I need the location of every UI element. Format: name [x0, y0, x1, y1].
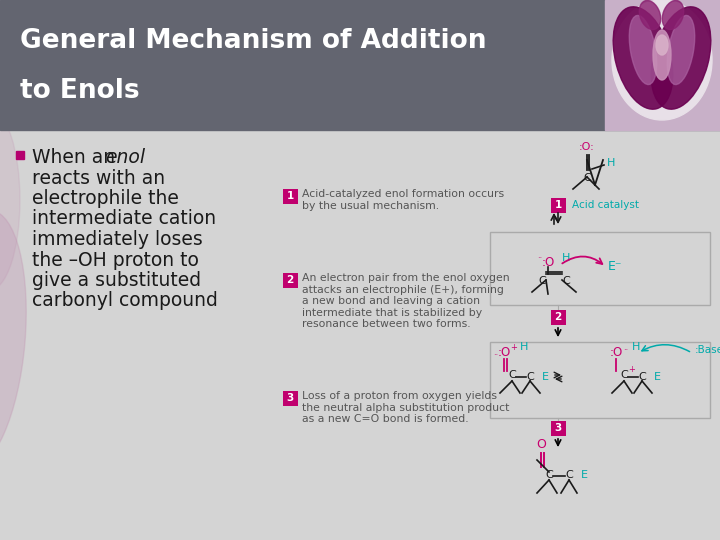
Bar: [490, 342, 710, 418]
Text: C: C: [526, 372, 534, 382]
Text: ..: ..: [537, 252, 543, 260]
Text: 2: 2: [554, 312, 562, 322]
Text: C: C: [508, 370, 516, 380]
Text: C: C: [620, 370, 628, 380]
Text: E⁻: E⁻: [608, 260, 623, 273]
FancyBboxPatch shape: [282, 273, 297, 287]
Ellipse shape: [612, 0, 712, 120]
Text: C: C: [538, 276, 546, 286]
Text: Acid-catalyzed enol formation occurs
by the usual mechanism.: Acid-catalyzed enol formation occurs by …: [302, 189, 504, 211]
Text: H: H: [632, 342, 640, 352]
Text: carbonyl compound: carbonyl compound: [32, 292, 218, 310]
Text: C: C: [545, 470, 553, 480]
Text: Loss of a proton from oxygen yields
the neutral alpha substitution product
as a : Loss of a proton from oxygen yields the …: [302, 391, 509, 424]
Text: C: C: [565, 470, 573, 480]
Text: :O: :O: [609, 347, 623, 360]
Text: enol: enol: [105, 148, 145, 167]
FancyBboxPatch shape: [551, 198, 565, 213]
Ellipse shape: [653, 30, 671, 80]
Text: H: H: [607, 158, 616, 168]
Text: immediately loses: immediately loses: [32, 230, 203, 249]
Text: electrophile the: electrophile the: [32, 189, 179, 208]
Text: reacts with an: reacts with an: [32, 168, 165, 187]
Bar: [490, 232, 710, 305]
Text: When an: When an: [32, 148, 121, 167]
Ellipse shape: [0, 211, 26, 470]
Text: 2: 2: [287, 275, 294, 285]
Text: O: O: [536, 438, 546, 451]
Text: +: +: [629, 366, 636, 375]
Text: to Enols: to Enols: [20, 78, 140, 104]
Text: ..: ..: [493, 348, 499, 357]
Text: Acid catalyst: Acid catalyst: [572, 200, 639, 210]
Text: H: H: [562, 253, 570, 263]
Text: 1: 1: [554, 200, 562, 210]
Text: give a substituted: give a substituted: [32, 271, 201, 290]
Ellipse shape: [639, 1, 661, 30]
Text: An electron pair from the enol oxygen
attacks an electrophile (E+), forming
a ne: An electron pair from the enol oxygen at…: [302, 273, 510, 329]
Text: E: E: [581, 470, 588, 480]
Ellipse shape: [667, 16, 695, 85]
Text: 3: 3: [554, 423, 562, 433]
Bar: [16, 151, 24, 159]
FancyBboxPatch shape: [551, 421, 565, 435]
Bar: [605, 0, 720, 130]
Text: :O: :O: [498, 347, 510, 360]
Text: :O:: :O:: [579, 142, 595, 152]
Text: the –OH proton to: the –OH proton to: [32, 251, 199, 269]
Text: E: E: [654, 372, 661, 382]
Text: ..: ..: [624, 342, 629, 352]
FancyBboxPatch shape: [282, 188, 297, 204]
Text: E: E: [542, 372, 549, 382]
Ellipse shape: [651, 7, 711, 109]
FancyBboxPatch shape: [551, 309, 565, 325]
Text: 1: 1: [287, 191, 294, 201]
Ellipse shape: [656, 35, 668, 55]
Bar: [0, 0, 720, 130]
Text: 3: 3: [287, 393, 294, 403]
Text: intermediate cation: intermediate cation: [32, 210, 216, 228]
Text: C: C: [638, 372, 646, 382]
Text: C: C: [583, 173, 591, 183]
FancyBboxPatch shape: [282, 390, 297, 406]
Ellipse shape: [662, 1, 684, 30]
Text: H: H: [520, 342, 528, 352]
Text: C: C: [562, 276, 570, 286]
Ellipse shape: [629, 16, 657, 85]
Text: :Base: :Base: [695, 345, 720, 355]
Text: :O: :O: [541, 255, 554, 268]
Text: General Mechanism of Addition: General Mechanism of Addition: [20, 28, 487, 54]
Text: +: +: [510, 342, 518, 352]
Ellipse shape: [613, 7, 672, 109]
Ellipse shape: [0, 110, 20, 290]
